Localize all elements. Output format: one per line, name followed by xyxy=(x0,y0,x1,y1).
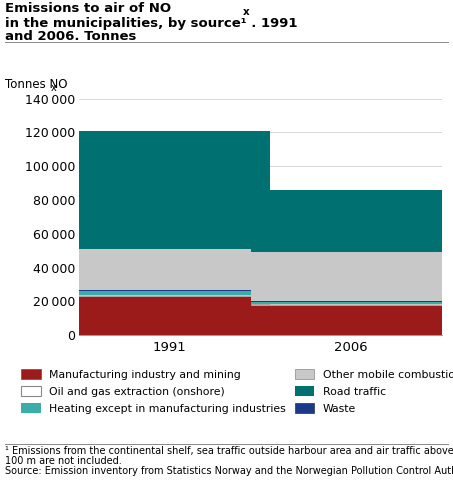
Text: Source: Emission inventory from Statistics Norway and the Norwegian Pollution Co: Source: Emission inventory from Statisti… xyxy=(5,466,453,476)
Bar xyxy=(70,295,270,296)
Text: x: x xyxy=(243,7,250,17)
Bar xyxy=(251,190,451,251)
Text: 100 m are not included.: 100 m are not included. xyxy=(5,456,121,466)
Text: Emissions to air of NO: Emissions to air of NO xyxy=(5,2,171,15)
Bar xyxy=(70,291,270,295)
Bar xyxy=(251,305,451,335)
Bar xyxy=(251,302,451,304)
Bar xyxy=(70,296,270,335)
Bar xyxy=(70,249,270,290)
Bar xyxy=(251,301,451,302)
Text: and 2006. Tonnes: and 2006. Tonnes xyxy=(5,30,136,42)
Text: ¹ Emissions from the continental shelf, sea traffic outside harbour area and air: ¹ Emissions from the continental shelf, … xyxy=(5,446,453,456)
Bar xyxy=(70,131,270,249)
Text: in the municipalities, by source¹ . 1991: in the municipalities, by source¹ . 1991 xyxy=(5,17,297,30)
Text: x: x xyxy=(51,83,57,93)
Text: Tonnes NO: Tonnes NO xyxy=(5,78,67,91)
Bar xyxy=(251,251,451,301)
Bar xyxy=(70,290,270,291)
Legend: Manufacturing industry and mining, Oil and gas extraction (onshore), Heating exc: Manufacturing industry and mining, Oil a… xyxy=(21,369,453,414)
Bar xyxy=(251,304,451,305)
